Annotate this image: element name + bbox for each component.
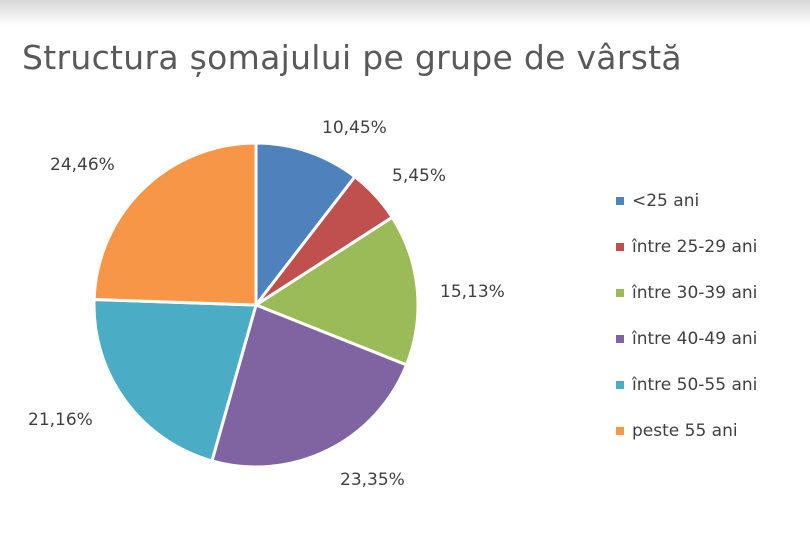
- legend-swatch: [616, 197, 624, 205]
- legend-label: peste 55 ani: [632, 421, 738, 441]
- pie-slice-4: [92, 297, 258, 463]
- legend-label: între 30-39 ani: [632, 283, 758, 303]
- data-label-5: 24,46%: [50, 155, 115, 175]
- chart-title: Structura șomajului pe grupe de vârstă: [22, 38, 682, 77]
- data-label-2: 15,13%: [440, 282, 505, 302]
- pie-slice-2: [252, 215, 420, 367]
- legend-swatch: [616, 335, 624, 343]
- legend-item: între 30-39 ani: [616, 270, 757, 316]
- legend-label: între 25-29 ani: [632, 237, 758, 257]
- data-label-0: 10,45%: [322, 118, 387, 138]
- legend-label: <25 ani: [632, 191, 700, 211]
- legend-swatch: [616, 289, 624, 297]
- legend-swatch: [616, 243, 624, 251]
- legend: <25 ani între 25-29 ani între 30-39 ani …: [616, 178, 757, 454]
- data-label-1: 5,45%: [392, 166, 447, 186]
- legend-item: între 50-55 ani: [616, 362, 757, 408]
- legend-item: între 25-29 ani: [616, 224, 757, 270]
- legend-swatch: [616, 427, 624, 435]
- legend-item: peste 55 ani: [616, 408, 757, 454]
- pie-slice-3: [210, 302, 409, 469]
- pie-slice-5: [92, 141, 258, 307]
- data-label-4: 21,16%: [28, 410, 93, 430]
- top-blur-band: [0, 0, 810, 26]
- legend-swatch: [616, 381, 624, 389]
- legend-label: între 50-55 ani: [632, 375, 758, 395]
- legend-label: între 40-49 ani: [632, 329, 758, 349]
- legend-item: <25 ani: [616, 178, 757, 224]
- pie-slice-0: [254, 141, 357, 310]
- data-label-3: 23,35%: [340, 470, 405, 490]
- legend-item: între 40-49 ani: [616, 316, 757, 362]
